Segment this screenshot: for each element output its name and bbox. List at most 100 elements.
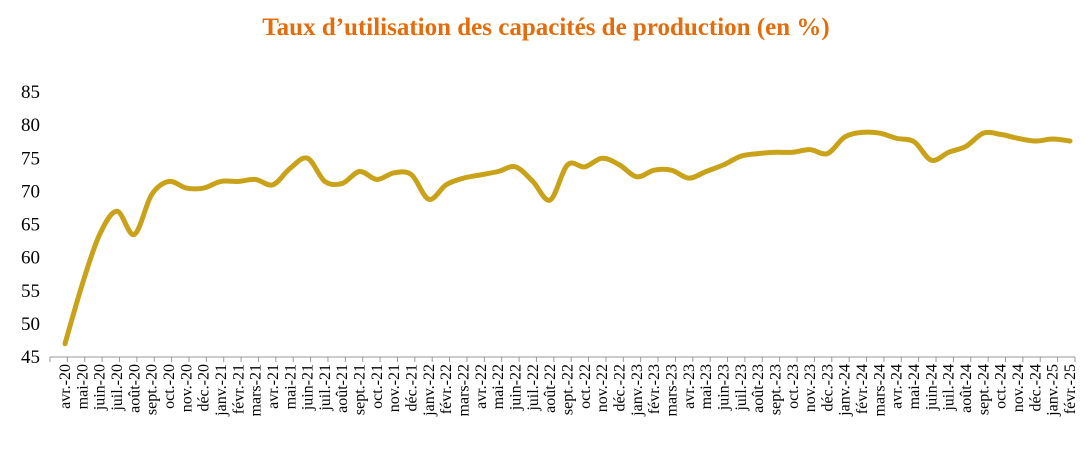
data-point: févr.-25: 77.6 bbox=[1068, 139, 1073, 144]
x-tick-label: août-22 bbox=[542, 364, 559, 413]
x-tick-label: janv.-24 bbox=[837, 364, 854, 417]
data-point: déc.-24: 77.6 bbox=[1033, 139, 1038, 144]
x-tick-label: janv.-25 bbox=[1045, 364, 1062, 417]
data-point: juin-23: 74 bbox=[721, 162, 726, 167]
x-tick-label: sept.-20 bbox=[144, 364, 161, 415]
x-tick-label: nov.-20 bbox=[178, 364, 195, 412]
data-point: mars-23: 73.2 bbox=[669, 168, 674, 173]
y-tick-label: 55 bbox=[21, 281, 40, 302]
data-point: nov.-24: 78 bbox=[1016, 136, 1021, 141]
data-point: nov.-20: 70.5 bbox=[184, 186, 189, 191]
data-point: juin-21: 75 bbox=[305, 156, 310, 161]
data-point: août-21: 71.2 bbox=[340, 181, 345, 186]
x-tick-label: août-21 bbox=[334, 364, 351, 413]
x-tick-label: mars-21 bbox=[248, 364, 265, 416]
x-tick-label: oct.-24 bbox=[993, 364, 1010, 409]
x-tick-label: nov.-23 bbox=[802, 364, 819, 412]
data-point: févr.-21: 71.5 bbox=[236, 179, 241, 184]
x-tick-label: mai-23 bbox=[698, 364, 715, 409]
x-tick-label: juil.-24 bbox=[941, 364, 958, 412]
x-tick-label: mars-23 bbox=[663, 364, 680, 416]
y-axis: 45 50 55 60 65 70 75 80 85 bbox=[21, 82, 40, 368]
data-point: août-20: 63.5 bbox=[132, 232, 137, 237]
x-tick-label: nov.-21 bbox=[386, 364, 403, 412]
x-tick-label: juil.-21 bbox=[317, 364, 334, 412]
series-line bbox=[62, 129, 1073, 347]
data-point: sept.-20: 69.5 bbox=[149, 192, 154, 197]
data-point: oct.-24: 78.6 bbox=[998, 132, 1003, 137]
x-tick-label: oct.-20 bbox=[161, 364, 178, 409]
data-point: juil.-20: 67 bbox=[114, 209, 119, 214]
x-axis: avr.-20 mai-20 juin-20 juil.-20 août-20 sept.… bbox=[49, 356, 1079, 417]
x-tick-label: déc.-24 bbox=[1027, 364, 1044, 412]
data-point: juin-22: 73.7 bbox=[513, 164, 518, 169]
x-tick-label: déc.-23 bbox=[819, 364, 836, 412]
data-point: avr.-21: 71 bbox=[270, 182, 275, 187]
x-tick-label: mai-21 bbox=[282, 364, 299, 409]
x-tick-label: mai-24 bbox=[906, 364, 923, 409]
x-tick-label: déc.-20 bbox=[196, 364, 213, 412]
x-tick-label: nov.-22 bbox=[594, 364, 611, 412]
data-point: févr.-24: 78.9 bbox=[860, 130, 865, 135]
x-tick-label: oct.-21 bbox=[369, 364, 386, 409]
x-tick-label: janv.-22 bbox=[421, 364, 438, 417]
x-tick-label: août-23 bbox=[750, 364, 767, 413]
y-tick-label: 75 bbox=[21, 148, 40, 169]
data-point: mai-23: 73 bbox=[704, 169, 709, 174]
data-point: févr.-23: 73.2 bbox=[652, 168, 657, 173]
x-tick-label: juin-21 bbox=[300, 364, 317, 411]
x-tick-label: févr.-23 bbox=[646, 364, 663, 414]
x-tick-label: mars-22 bbox=[456, 364, 473, 416]
x-tick-label: avr.-21 bbox=[265, 364, 282, 409]
series: avr.-20: 47 mai-20: 56 juin-20: 63.5 juil.-… bbox=[62, 129, 1073, 347]
x-tick-label: août-20 bbox=[126, 364, 143, 413]
x-tick-label: déc.-22 bbox=[611, 364, 628, 412]
x-tick-label: juil.-20 bbox=[109, 364, 126, 412]
x-tick-label: avr.-20 bbox=[57, 364, 74, 409]
chart-title: Taux d’utilisation des capacités de prod… bbox=[262, 14, 830, 41]
data-point: déc.-20: 70.5 bbox=[201, 186, 206, 191]
x-tick-label: oct.-23 bbox=[785, 364, 802, 409]
data-point: mars-22: 72 bbox=[461, 176, 466, 181]
x-tick-label: févr.-21 bbox=[230, 364, 247, 414]
data-point: avr.-24: 78 bbox=[894, 136, 899, 141]
x-tick-label: mars-24 bbox=[871, 364, 888, 416]
data-point: oct.-23: 75.9 bbox=[790, 150, 795, 155]
x-tick-label: nov.-24 bbox=[1010, 364, 1027, 412]
x-tick-label: mai-22 bbox=[490, 364, 507, 409]
x-tick-label: sept.-24 bbox=[975, 364, 992, 415]
data-point: janv.-23: 72.2 bbox=[634, 174, 639, 179]
data-point: juin-24: 74.7 bbox=[929, 158, 934, 163]
x-tick-label: sept.-21 bbox=[352, 364, 369, 415]
y-tick-label: 70 bbox=[21, 181, 40, 202]
data-point: janv.-22: 68.8 bbox=[426, 197, 431, 202]
x-tick-label: févr.-24 bbox=[854, 364, 871, 414]
data-point: sept.-23: 75.9 bbox=[773, 150, 778, 155]
x-tick-label: sept.-23 bbox=[767, 364, 784, 415]
x-tick-label: janv.-21 bbox=[213, 364, 230, 417]
data-point: janv.-21: 71.5 bbox=[218, 179, 223, 184]
data-point: mars-21: 71.8 bbox=[253, 177, 258, 182]
data-point: janv.-24: 78.2 bbox=[842, 135, 847, 140]
data-point: oct.-20: 71.5 bbox=[166, 179, 171, 184]
data-point: sept.-21: 73 bbox=[357, 169, 362, 174]
data-point: avr.-20: 47 bbox=[63, 341, 68, 346]
data-point: déc.-22: 74 bbox=[617, 162, 622, 167]
data-point: mai-24: 77.5 bbox=[912, 139, 917, 144]
x-tick-label: sept.-22 bbox=[560, 364, 577, 415]
data-point: août-23: 75.7 bbox=[756, 151, 761, 156]
x-tick-label: oct.-22 bbox=[577, 364, 594, 409]
x-tick-label: juin-22 bbox=[508, 364, 525, 411]
y-tick-label: 65 bbox=[21, 215, 40, 236]
data-point: avr.-22: 72.5 bbox=[478, 172, 483, 177]
x-tick-label: mai-20 bbox=[74, 364, 91, 409]
x-tick-label: juin-20 bbox=[92, 364, 109, 411]
x-tick-label: juin-23 bbox=[715, 364, 732, 411]
data-point: juil.-23: 75.3 bbox=[738, 154, 743, 159]
data-point: juil.-22: 71.5 bbox=[530, 179, 535, 184]
data-point: juin-20: 63.5 bbox=[97, 232, 102, 237]
data-point: oct.-22: 73.7 bbox=[582, 164, 587, 169]
data-point: avr.-23: 72 bbox=[686, 176, 691, 181]
x-tick-label: févr.-22 bbox=[438, 364, 455, 414]
